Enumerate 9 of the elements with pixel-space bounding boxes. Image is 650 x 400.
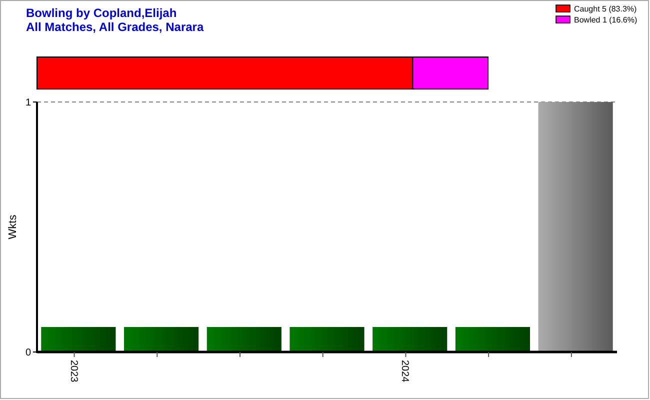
chart-title: Bowling by Copland,Elijah <box>26 6 177 20</box>
chart-subtitle: All Matches, All Grades, Narara <box>26 20 204 34</box>
x-tick-label: 2024 <box>399 360 410 383</box>
legend-label: Bowled 1 (16.6%) <box>574 16 638 24</box>
y-tick-label: 0 <box>25 348 32 358</box>
legend-label: Caught 5 (83.3%) <box>574 4 638 14</box>
y-axis-title: Wkts <box>7 214 19 240</box>
y-tick-label: 1 <box>25 98 32 108</box>
x-tick-label: 2023 <box>68 360 79 383</box>
